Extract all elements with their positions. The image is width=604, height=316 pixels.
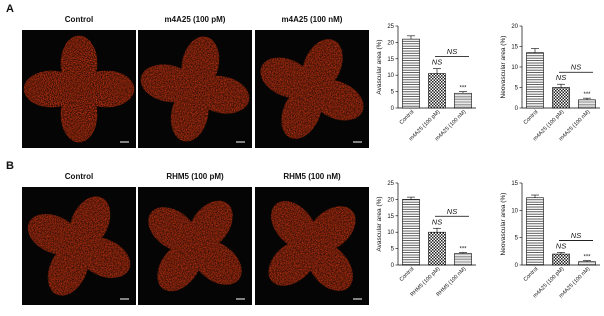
image-title: Control	[65, 172, 93, 181]
ns-label: NS	[447, 207, 457, 216]
bar	[526, 197, 544, 266]
ns-label: NS	[556, 241, 566, 250]
y-tick-label: 0	[391, 263, 395, 269]
error-bar	[583, 260, 591, 262]
y-axis-label: Neovascular area (%)	[500, 36, 507, 99]
bar	[552, 253, 570, 266]
y-axis-label: Avascular area (%)	[376, 39, 383, 94]
category-label: Control	[399, 266, 416, 283]
error-bar	[531, 48, 539, 53]
ns-label: NS	[556, 73, 566, 82]
error-bar	[459, 91, 467, 94]
bar	[428, 231, 446, 266]
error-bar	[407, 196, 415, 200]
error-bar	[557, 83, 565, 88]
category-label: Control	[523, 266, 540, 283]
y-tick-label: 5	[391, 90, 395, 96]
bar	[578, 261, 596, 266]
significance-label: ***	[459, 86, 467, 92]
y-axis-label: Neovascular area (%)	[500, 193, 507, 256]
significance-label: ***	[583, 255, 591, 261]
ns-label: NS	[571, 63, 581, 72]
y-tick-label: 20	[387, 40, 394, 46]
error-bar	[557, 252, 565, 255]
significance-label: ***	[459, 247, 467, 253]
ns-label: NS	[432, 58, 442, 67]
error-bar	[407, 35, 415, 40]
y-tick-label: 10	[387, 73, 394, 79]
bar	[526, 52, 544, 109]
y-tick-label: 5	[515, 236, 519, 242]
error-bar	[531, 194, 539, 198]
bar	[578, 99, 596, 109]
y-tick-label: 5	[515, 86, 519, 92]
error-bar	[433, 227, 441, 233]
significance-label: ***	[583, 92, 591, 98]
y-tick-label: 10	[511, 65, 518, 71]
y-tick-label: 15	[511, 181, 518, 187]
image-title: m4A25 (100 pM)	[165, 15, 226, 24]
image-title: RHM5 (100 pM)	[166, 172, 224, 181]
y-tick-label: 15	[387, 214, 394, 220]
bar	[428, 73, 446, 109]
panel-label: B	[6, 160, 14, 172]
bar	[454, 92, 472, 109]
bar	[454, 253, 472, 266]
image-title: m4A25 (100 nM)	[282, 15, 343, 24]
y-tick-label: 20	[511, 24, 518, 30]
image-title: RHM5 (100 nM)	[283, 172, 341, 181]
error-bar	[583, 97, 591, 100]
ns-label: NS	[571, 231, 581, 240]
ns-label: NS	[432, 217, 442, 226]
error-bar	[459, 252, 467, 254]
category-label: Control	[523, 109, 540, 126]
y-tick-label: 10	[511, 208, 518, 214]
y-tick-label: 10	[387, 230, 394, 236]
y-tick-label: 0	[515, 263, 519, 269]
y-tick-label: 0	[391, 106, 395, 112]
y-tick-label: 25	[387, 24, 394, 30]
y-tick-label: 15	[511, 45, 518, 51]
image-title: Control	[65, 15, 93, 24]
y-tick-label: 15	[387, 57, 394, 63]
bar	[402, 38, 420, 109]
bar	[552, 87, 570, 109]
ns-label: NS	[447, 47, 457, 56]
panel-label: A	[6, 3, 14, 15]
error-bar	[433, 68, 441, 74]
y-tick-label: 20	[387, 197, 394, 203]
category-label: Control	[399, 109, 416, 126]
y-tick-label: 25	[387, 181, 394, 187]
y-tick-label: 5	[391, 247, 395, 253]
y-axis-label: Avascular area (%)	[376, 196, 383, 251]
bar	[402, 199, 420, 266]
y-tick-label: 0	[515, 106, 519, 112]
